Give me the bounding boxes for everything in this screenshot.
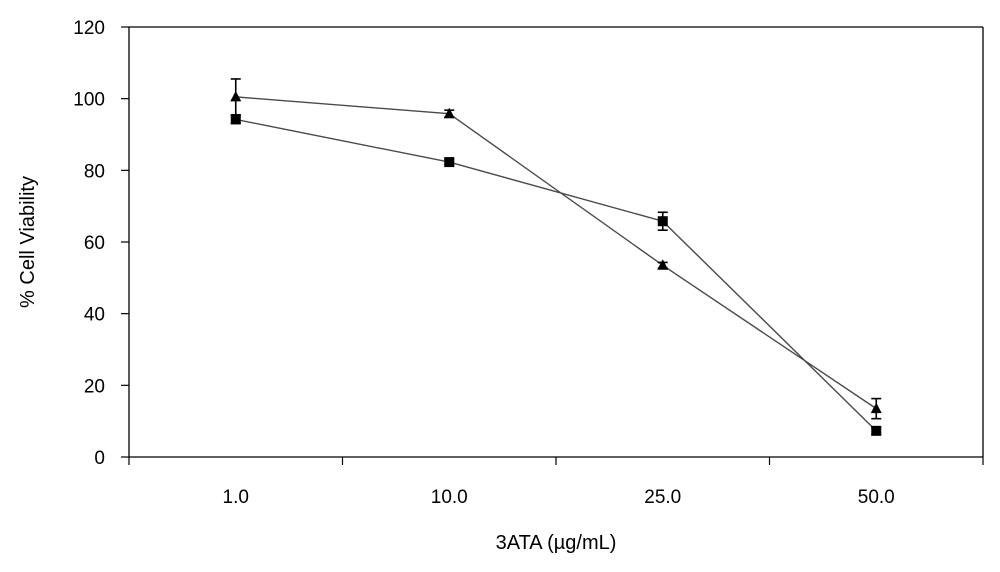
y-tick-label: 60 xyxy=(84,233,105,254)
x-tick-label: 25.0 xyxy=(644,487,681,508)
y-tick-label: 120 xyxy=(73,18,105,39)
series-line-triangle xyxy=(235,96,877,410)
data-point-square xyxy=(657,216,668,227)
y-axis-title: % Cell Viability xyxy=(17,176,39,308)
error-bars xyxy=(230,78,882,436)
axes xyxy=(128,26,984,458)
x-ticks: 1.0 10.0 25.0 50.0 xyxy=(128,457,984,508)
markers xyxy=(230,90,882,436)
y-ticks: 0 20 40 60 80 100 120 xyxy=(73,18,129,469)
x-tick-label: 10.0 xyxy=(431,487,468,508)
series-line-square xyxy=(235,118,877,432)
data-point-triangle xyxy=(230,90,242,102)
x-axis-title: 3ATA (µg/mL) xyxy=(496,532,617,554)
y-tick-label: 80 xyxy=(84,161,105,182)
data-point-triangle xyxy=(443,107,455,119)
y-tick-label: 0 xyxy=(94,448,105,469)
x-tick-label: 50.0 xyxy=(858,487,895,508)
y-tick-label: 100 xyxy=(73,90,105,111)
y-tick-label: 20 xyxy=(84,376,105,397)
x-tick-label: 1.0 xyxy=(223,487,249,508)
data-point-square xyxy=(444,157,455,168)
data-point-square xyxy=(230,114,241,125)
data-point-triangle xyxy=(870,402,882,414)
y-tick-label: 40 xyxy=(84,305,105,326)
data-point-triangle xyxy=(657,259,669,270)
data-point-square xyxy=(871,425,882,436)
series-lines xyxy=(235,96,877,432)
